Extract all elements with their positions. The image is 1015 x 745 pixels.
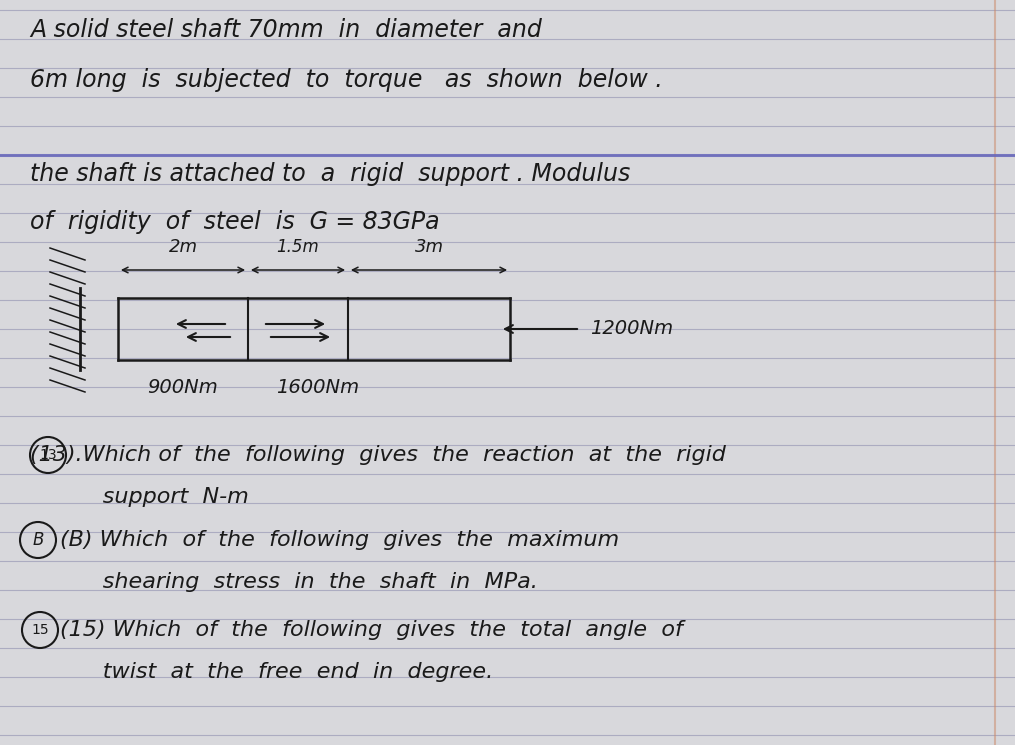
- Text: (B) Which  of  the  following  gives  the  maximum: (B) Which of the following gives the max…: [60, 530, 619, 550]
- Text: A solid steel shaft 70mm  in  diameter  and: A solid steel shaft 70mm in diameter and: [30, 18, 542, 42]
- Text: (13).Which of  the  following  gives  the  reaction  at  the  rigid: (13).Which of the following gives the re…: [30, 445, 726, 465]
- Text: 13: 13: [40, 448, 57, 462]
- Text: 900Nm: 900Nm: [147, 378, 218, 397]
- Text: of  rigidity  of  steel  is  G = 83GPa: of rigidity of steel is G = 83GPa: [30, 210, 439, 234]
- Text: support  N-m: support N-m: [60, 487, 249, 507]
- Text: 6m long  is  subjected  to  torque   as  shown  below .: 6m long is subjected to torque as shown …: [30, 68, 663, 92]
- Text: 15: 15: [31, 623, 49, 637]
- Text: 3m: 3m: [414, 238, 444, 256]
- Text: the shaft is attached to  a  rigid  support . Modulus: the shaft is attached to a rigid support…: [30, 162, 630, 186]
- Text: 1.5m: 1.5m: [277, 238, 320, 256]
- Text: 2m: 2m: [168, 238, 198, 256]
- Text: 1200Nm: 1200Nm: [590, 320, 673, 338]
- Text: (15) Which  of  the  following  gives  the  total  angle  of: (15) Which of the following gives the to…: [60, 620, 683, 640]
- Text: 1600Nm: 1600Nm: [276, 378, 359, 397]
- Text: B: B: [32, 531, 44, 549]
- Text: shearing  stress  in  the  shaft  in  MPa.: shearing stress in the shaft in MPa.: [60, 572, 538, 592]
- Text: twist  at  the  free  end  in  degree.: twist at the free end in degree.: [60, 662, 493, 682]
